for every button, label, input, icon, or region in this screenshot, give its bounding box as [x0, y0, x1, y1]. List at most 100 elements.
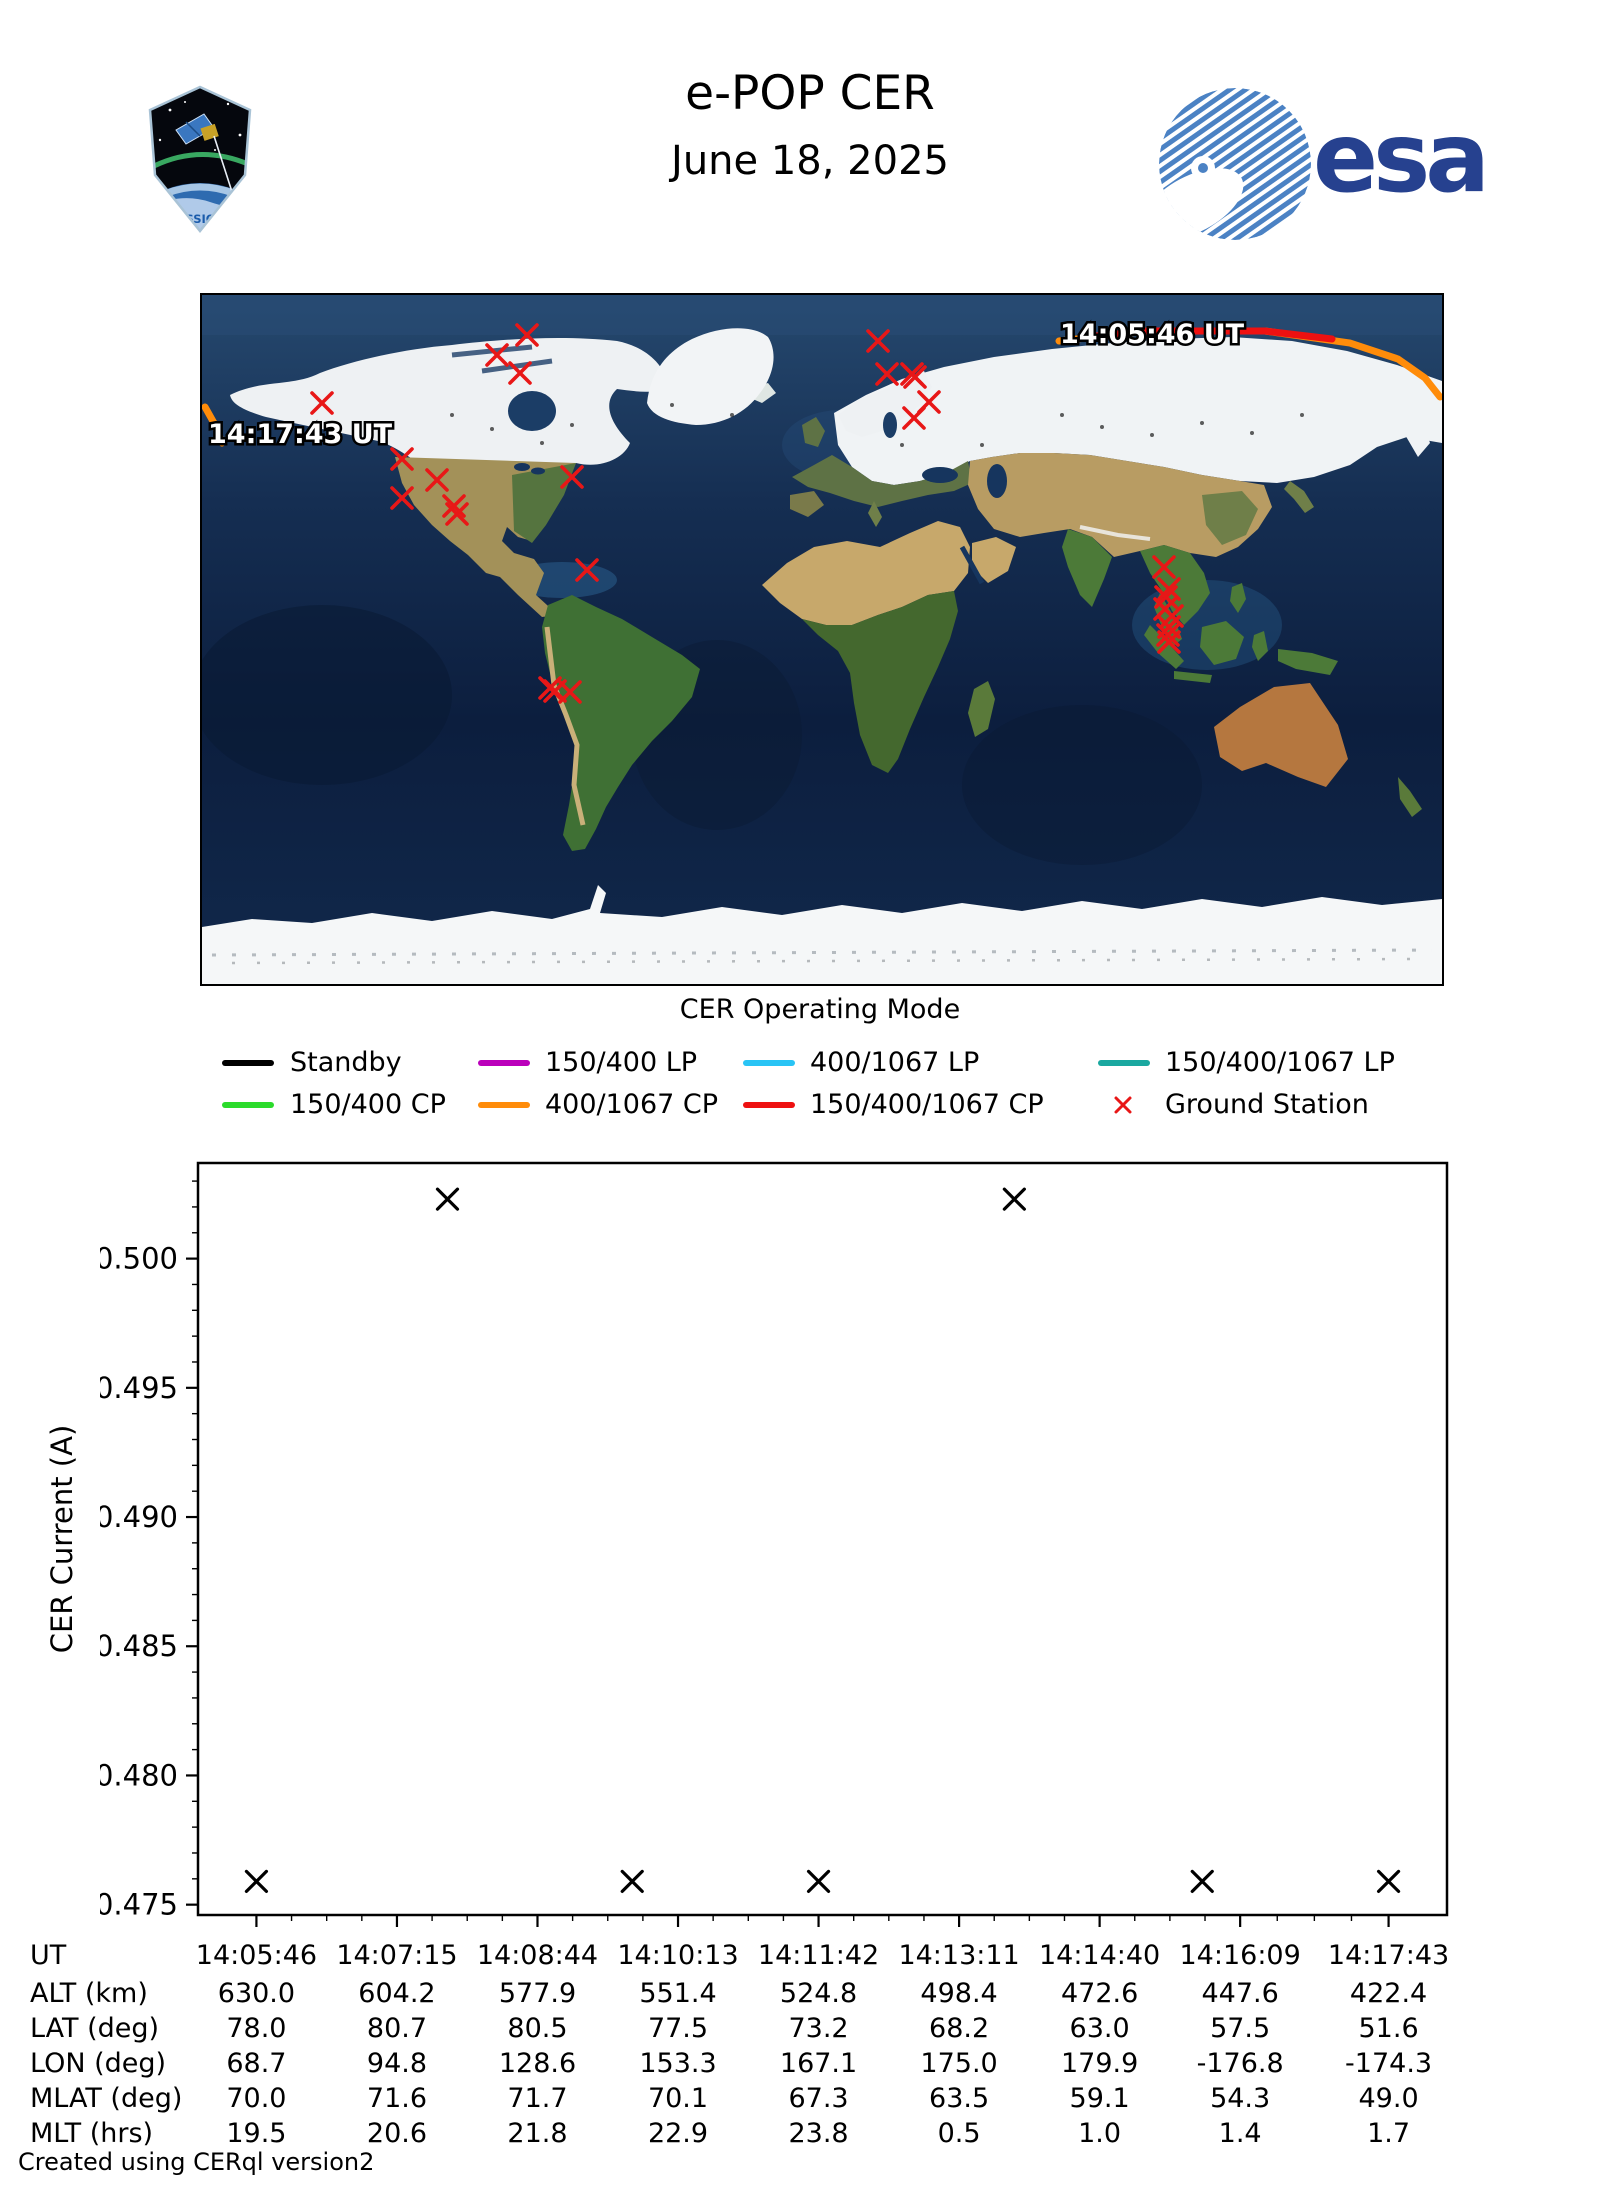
y-tick-label: 0.500: [100, 1242, 178, 1276]
table-cell: -174.3: [1345, 2048, 1433, 2079]
plot-frame: [196, 1161, 1449, 1917]
table-row-label: LON (deg): [30, 2048, 167, 2079]
table-cell: 80.5: [507, 2013, 568, 2044]
page-date: June 18, 2025: [671, 138, 949, 184]
table-cell: 71.7: [507, 2083, 568, 2114]
table-cell: 422.4: [1349, 1978, 1428, 2009]
legend-label: Ground Station: [1165, 1089, 1369, 1120]
ground-station-marker: [903, 365, 927, 389]
legend-line-150-400-cp: [222, 1102, 274, 1108]
landmass-asia: [968, 453, 1272, 557]
legend-label: 150/400/1067 CP: [810, 1089, 1044, 1120]
ground-station-marker: [485, 343, 509, 367]
table-cell: 472.6: [1060, 1978, 1139, 2009]
esa-globe-icon: [1159, 88, 1311, 240]
footer-credit: Created using CERql version2: [18, 2148, 375, 2176]
legend-label: 400/1067 LP: [810, 1047, 980, 1078]
table-cell: 630.0: [217, 1978, 296, 2009]
data-point-marker: [244, 1869, 269, 1894]
table-cell: 21.8: [507, 2118, 568, 2149]
y-tick-label: 0.485: [100, 1629, 178, 1663]
cassiope-mission-patch: CASSIOPE: [140, 80, 260, 238]
data-point-marker: [1376, 1869, 1401, 1894]
ground-station-marker: [558, 680, 582, 704]
landmass-north-america: [230, 338, 670, 481]
landmass-eurasia: [834, 337, 1442, 485]
table-row-label: MLAT (deg): [30, 2083, 183, 2114]
page-title: e-POP CER: [685, 66, 935, 121]
table-cell: 71.6: [366, 2083, 428, 2114]
table-cell: 57.5: [1210, 2013, 1271, 2044]
table-cell: 77.5: [647, 2013, 709, 2044]
table-cell: 68.2: [929, 2013, 990, 2044]
landmass-africa: [762, 521, 970, 625]
table-row-label: ALT (km): [30, 1978, 148, 2009]
legend-label: 150/400/1067 LP: [1165, 1047, 1395, 1078]
data-point-marker: [806, 1869, 831, 1894]
table-row-label: LAT (deg): [30, 2013, 160, 2044]
esa-logo: esa: [1155, 84, 1490, 244]
legend-line-150-400-1067-lp: [1098, 1060, 1150, 1066]
table-cell: 498.4: [920, 1978, 998, 2009]
table-cell: 80.7: [366, 2013, 428, 2044]
ground-station-marker: [902, 406, 926, 430]
table-cell: 14:17:43: [1327, 1940, 1450, 1971]
track-segment-wrap: [201, 403, 226, 447]
legend-label: 400/1067 CP: [545, 1089, 719, 1120]
ground-station-marker: [390, 486, 414, 510]
y-tick-label: 0.475: [100, 1888, 178, 1922]
ground-station-marker: [515, 323, 539, 347]
ground-station-marker: [445, 502, 469, 526]
data-point-marker: [435, 1187, 460, 1211]
ground-station-marker: [390, 447, 414, 471]
table-cell: 94.8: [366, 2048, 428, 2079]
table-cell: 59.1: [1069, 2083, 1130, 2114]
table-cell: 68.7: [226, 2048, 287, 2079]
landmass-greenland: [647, 328, 774, 425]
legend-line-150-400-1067-cp: [743, 1102, 795, 1108]
ground-station-marker: [425, 468, 449, 492]
table-cell: 1.0: [1078, 2118, 1122, 2149]
table-cell: 14:11:42: [757, 1940, 880, 1971]
table-cell: 175.0: [920, 2048, 998, 2079]
ground-station-marker: [1157, 630, 1181, 654]
legend-line-150-400-lp: [478, 1060, 530, 1066]
ground-station-marker: [575, 558, 599, 582]
table-cell: 49.0: [1358, 2083, 1419, 2114]
track-start-time-label: 14:05:46 UT: [1060, 319, 1245, 350]
table-cell: 54.3: [1210, 2083, 1271, 2114]
table-cell: 78.0: [226, 2013, 287, 2044]
legend-label: Standby: [290, 1047, 402, 1078]
legend-label: 150/400 CP: [290, 1089, 446, 1120]
data-point-marker: [1002, 1187, 1026, 1211]
table-cell: 14:10:13: [617, 1940, 739, 1971]
table-cell: 14:07:15: [336, 1940, 458, 1971]
table-row-label: UT: [30, 1940, 67, 1971]
legend-line-standby: [222, 1060, 274, 1066]
table-cell: 128.6: [498, 2048, 577, 2079]
table-row-label: MLT (hrs): [30, 2118, 154, 2149]
table-cell: 51.6: [1358, 2013, 1419, 2044]
table-cell: 1.7: [1367, 2118, 1411, 2149]
data-point-marker: [1190, 1869, 1214, 1894]
esa-wordmark: esa: [1313, 102, 1490, 214]
table-cell: 67.3: [788, 2083, 849, 2114]
ground-station-marker: [310, 391, 334, 415]
table-cell: 14:14:40: [1038, 1940, 1161, 1971]
y-tick-label: 0.495: [100, 1371, 178, 1405]
table-cell: 14:16:09: [1179, 1940, 1301, 1971]
cassiope-patch-icon: CASSIOPE: [148, 85, 252, 233]
table-cell: 14:05:46: [195, 1940, 318, 1971]
table-cell: 14:13:11: [898, 1940, 1020, 1971]
legend-ground-station-icon: [1112, 1094, 1134, 1116]
table-cell: 153.3: [639, 2048, 717, 2079]
track-end-time-label: 14:17:43 UT: [208, 419, 393, 450]
table-cell: 20.6: [366, 2118, 428, 2149]
legend-line-400-1067-cp: [478, 1102, 530, 1108]
table-cell: 23.8: [788, 2118, 849, 2149]
ground-station-marker: [508, 361, 532, 385]
table-cell: 179.9: [1060, 2048, 1139, 2079]
data-point-marker: [620, 1869, 644, 1894]
table-cell: 14:08:44: [476, 1940, 599, 1971]
